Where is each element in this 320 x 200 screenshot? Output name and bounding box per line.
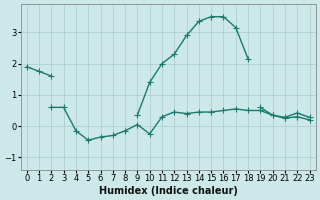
X-axis label: Humidex (Indice chaleur): Humidex (Indice chaleur) [99, 186, 237, 196]
